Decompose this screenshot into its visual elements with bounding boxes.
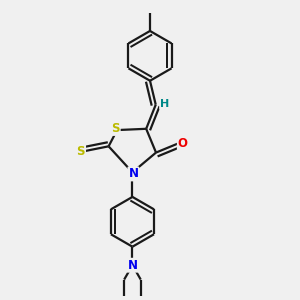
Text: S: S (76, 145, 85, 158)
Text: H: H (160, 99, 169, 109)
Text: O: O (178, 137, 188, 150)
Text: S: S (111, 122, 120, 135)
Text: N: N (128, 259, 137, 272)
Text: N: N (128, 167, 138, 180)
